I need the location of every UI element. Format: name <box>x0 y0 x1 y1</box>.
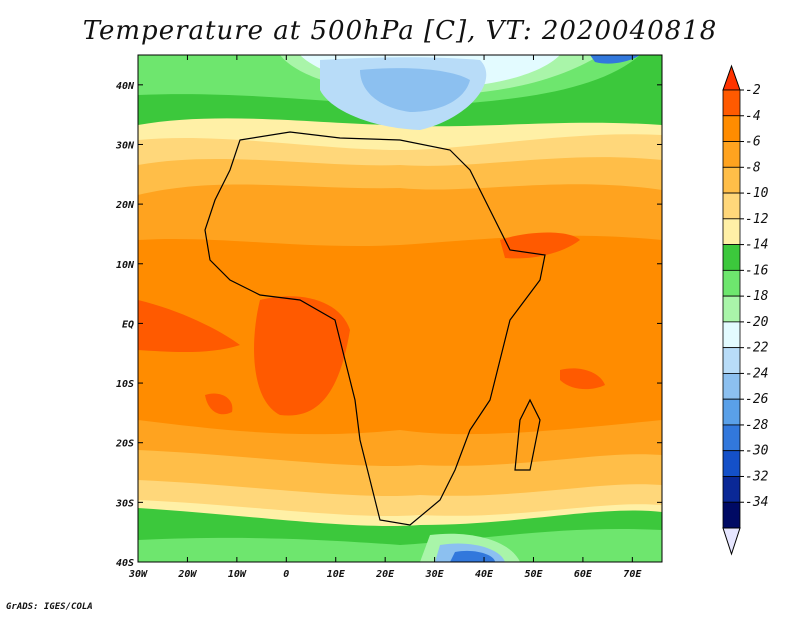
y-tick-label: 10N <box>116 260 135 271</box>
colorbar-label: -10 <box>745 186 769 201</box>
y-tick-label: 30S <box>115 498 134 509</box>
contour-field <box>138 55 662 562</box>
grads-credit: GrADS: IGES/COLA <box>6 602 93 612</box>
colorbar-label: -18 <box>745 289 769 304</box>
y-tick-label: 40N <box>116 81 135 92</box>
colorbar-label: -8 <box>745 160 761 175</box>
y-tick-label: 30N <box>115 140 135 151</box>
colorbar-swatch <box>722 347 741 374</box>
chart-title: Temperature at 500hPa [C], VT: 202004081… <box>82 16 718 46</box>
colorbar-label: -4 <box>745 109 761 124</box>
colorbar-label: -22 <box>745 341 769 356</box>
y-tick-label: 40S <box>116 558 134 569</box>
colorbar-swatch <box>722 450 741 477</box>
coastline <box>204 131 546 526</box>
colorbar-swatch <box>722 89 741 117</box>
y-tick-label: EQ <box>122 319 134 330</box>
colorbar-label: -28 <box>745 418 769 433</box>
colorbar-swatch <box>722 166 741 194</box>
colorbar-swatch <box>722 501 741 529</box>
colorbar-bottom-arrow <box>722 527 741 556</box>
y-tick-label: 10S <box>116 379 134 390</box>
colorbar-label: -12 <box>745 212 769 227</box>
colorbar-swatch <box>722 476 741 503</box>
y-tick-label: 20S <box>115 439 134 450</box>
x-tick-label: 20W <box>177 569 197 580</box>
colorbar-swatch <box>722 141 741 168</box>
x-tick-label: 30W <box>128 569 148 580</box>
x-tick-label: 20E <box>375 569 395 580</box>
colorbar: -2 -4 -6 -8 -10 -12 -14 -16 -18 -20 -22 -24 -26 -28 -3… <box>722 64 769 556</box>
x-tick-label: 40E <box>475 569 494 580</box>
colorbar-swatch <box>722 192 741 220</box>
colorbar-label: -30 <box>745 444 769 459</box>
colorbar-label: -2 <box>745 83 761 98</box>
colorbar-label: -26 <box>745 392 769 407</box>
axis-ticks: 30W 20W 10W 0 10E 20E 30E 40E 50E 60E 70E 40S 30S 20S… <box>115 55 662 580</box>
x-tick-label: 50E <box>524 569 543 580</box>
colorbar-swatch <box>722 115 741 142</box>
colorbar-swatch <box>722 269 741 297</box>
colorbar-label: -14 <box>745 238 768 253</box>
x-tick-label: 10W <box>228 569 247 580</box>
x-tick-label: 30E <box>425 569 445 580</box>
colorbar-swatch <box>722 373 741 400</box>
colorbar-label: -24 <box>745 366 768 381</box>
colorbar-swatch <box>722 244 741 271</box>
map-frame <box>137 54 663 563</box>
x-tick-label: 10E <box>327 569 346 580</box>
colorbar-label: -34 <box>745 495 768 510</box>
colorbar-label: -16 <box>745 263 769 278</box>
colorbar-swatch <box>722 218 741 245</box>
x-tick-label: 70E <box>623 569 642 580</box>
colorbar-swatch <box>722 398 741 426</box>
x-tick-label: 60E <box>574 569 593 580</box>
colorbar-label: -20 <box>745 315 769 330</box>
colorbar-swatch <box>722 295 741 323</box>
x-tick-label: 0 <box>283 569 289 580</box>
y-tick-label: 20N <box>115 200 135 211</box>
colorbar-swatch <box>722 321 741 349</box>
colorbar-label: -6 <box>745 135 761 150</box>
colorbar-swatch <box>722 424 741 452</box>
colorbar-top-arrow <box>722 64 741 91</box>
colorbar-label: -32 <box>745 469 769 484</box>
